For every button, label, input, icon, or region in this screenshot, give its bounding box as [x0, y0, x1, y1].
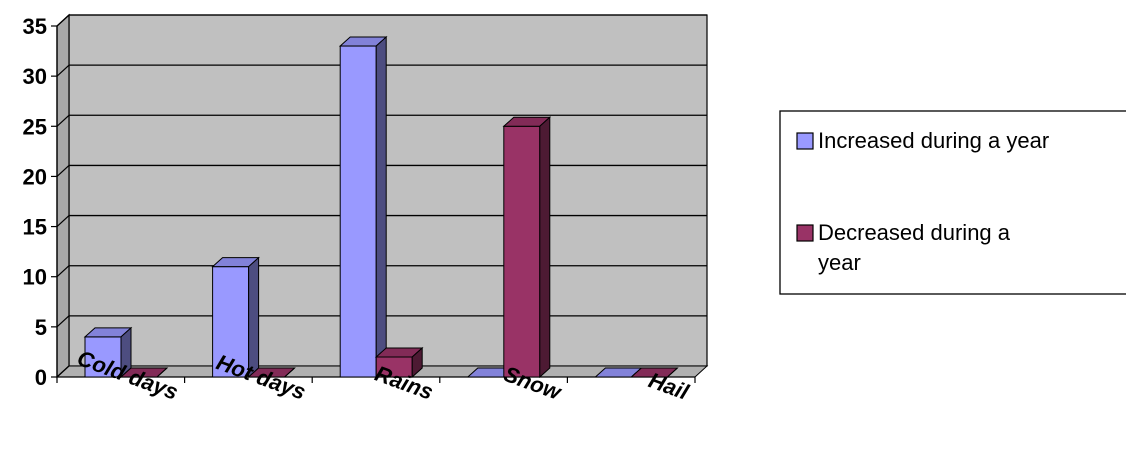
bar-side	[284, 367, 295, 378]
y-tick-label: 25	[23, 114, 47, 139]
y-tick-label: 0	[35, 365, 47, 390]
bar	[374, 346, 424, 379]
y-tick-label: 20	[23, 164, 47, 189]
bar	[119, 367, 169, 378]
side-gridline	[56, 164, 70, 177]
legend-box	[779, 110, 1126, 295]
bar	[247, 367, 296, 378]
side-gridline	[56, 365, 70, 378]
bar-side	[375, 35, 387, 379]
bar-front	[339, 45, 377, 378]
legend: Increased during a year Decreased during …	[779, 110, 1126, 295]
bar	[502, 116, 552, 379]
bar	[338, 35, 388, 379]
y-tick-labels: 0 5 10 15 20 25 30 35	[23, 14, 47, 390]
back-wall	[68, 14, 708, 367]
side-gridline	[56, 64, 70, 77]
y-tick-label: 30	[23, 64, 47, 89]
side-gridline	[56, 315, 70, 328]
bar-front	[503, 125, 541, 378]
legend-label: Decreased during a year	[818, 220, 1011, 275]
side-gridline	[56, 14, 70, 27]
bar-side	[539, 116, 551, 379]
bar-side	[411, 346, 423, 379]
y-tick-label: 35	[23, 14, 47, 39]
bar	[630, 367, 679, 378]
bar-side	[156, 367, 168, 378]
y-tick-label: 10	[23, 265, 47, 290]
axes	[51, 25, 696, 383]
legend-label: Increased during a year	[818, 128, 1049, 153]
side-wall	[56, 13, 70, 379]
bar	[211, 256, 260, 379]
side-gridline	[56, 114, 70, 127]
side-gridline	[56, 265, 70, 278]
side-gridline	[56, 215, 70, 228]
y-tick-label: 5	[35, 315, 47, 340]
bar-side	[667, 367, 678, 378]
legend-swatch	[796, 132, 814, 150]
chart-walls	[55, 13, 709, 379]
bar	[83, 326, 133, 379]
bars	[83, 35, 679, 379]
legend-swatch	[796, 224, 814, 242]
bar-front	[212, 266, 250, 378]
y-tick-label: 15	[23, 215, 47, 240]
gridlines	[56, 14, 707, 378]
